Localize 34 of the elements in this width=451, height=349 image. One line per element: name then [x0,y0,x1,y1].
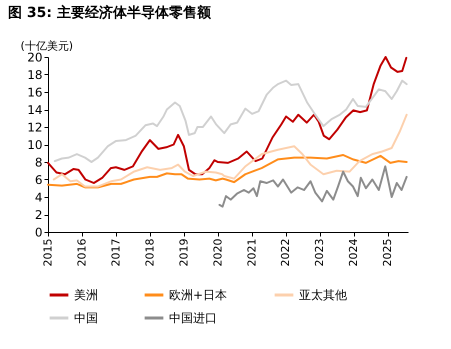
legend-label: 亚太其他 [299,288,347,302]
y-tick-label: 10 [27,138,42,152]
legend-label: 中国进口 [169,311,217,325]
y-tick-label: 8 [34,156,42,170]
line-series [52,114,408,188]
x-tick-label: 2017 [109,238,122,266]
legend-label: 美洲 [74,288,98,302]
x-tick-label: 2025 [381,238,394,266]
line-series [47,56,408,184]
y-tick-label: 4 [34,190,42,204]
x-tick-label: 2024 [347,238,360,266]
line-series [47,154,408,188]
x-tick-label: 2021 [245,238,258,266]
line-series [218,165,408,208]
chart-title: 图 35: 主要经济体半导体零售额 [8,4,212,21]
x-tick-label: 2018 [143,238,156,266]
y-tick-label: 16 [27,86,42,100]
x-tick-label: 2016 [75,238,88,266]
y-tick-label: 20 [27,50,42,64]
y-tick-label: 2 [34,208,42,222]
x-tick-label: 2022 [279,238,292,266]
x-tick-label: 2015 [42,238,54,266]
x-tick-label: 2019 [177,238,190,266]
x-tick-label: 2020 [211,238,224,266]
y-tick-label: 14 [27,103,42,117]
y-tick-label: 6 [34,173,42,187]
y-tick-label: 12 [27,120,42,134]
legend-label: 欧洲+日本 [169,288,228,302]
y-tick-label: 18 [27,68,42,82]
line-series [54,80,408,163]
x-tick-label: 2023 [313,238,326,266]
legend-label: 中国 [74,311,98,325]
y-tick-label: 0 [34,226,42,240]
y-axis-title: (十亿美元) [20,40,74,52]
